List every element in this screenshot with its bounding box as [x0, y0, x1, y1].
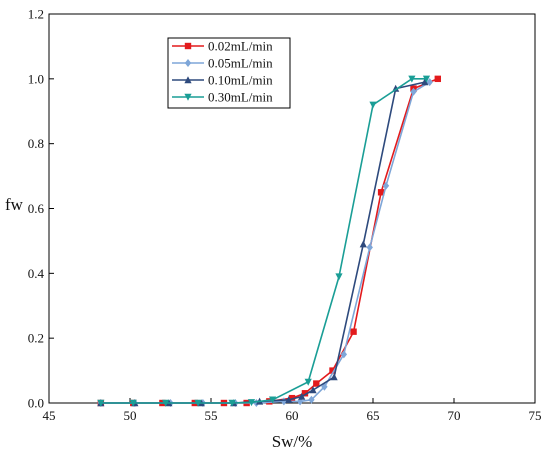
- series-3-point-1: [129, 399, 137, 407]
- series-3-point-10: [408, 75, 416, 83]
- y-axis-title: fw: [5, 195, 24, 214]
- series-1-point-13: [410, 87, 417, 96]
- series-3-point-6: [268, 396, 277, 404]
- x-tick-label-2: 55: [205, 408, 218, 423]
- series-1-point-12: [382, 181, 390, 190]
- y-tick-label-1: 0.2: [28, 331, 44, 346]
- series-3-point-0: [97, 399, 105, 407]
- series-2-point-10: [359, 240, 367, 248]
- series-3-point-11: [422, 75, 431, 83]
- series-3-line: [100, 78, 427, 404]
- x-tick-label-5: 70: [448, 408, 461, 423]
- legend-label-0: 0.02mL/min: [208, 39, 273, 54]
- y-tick-label-0: 0.0: [28, 396, 44, 411]
- series-3-point-7: [304, 378, 312, 386]
- legend-marker-2: [184, 76, 192, 84]
- x-tick-label-0: 45: [43, 408, 56, 423]
- x-axis-title: Sw/%: [272, 432, 313, 451]
- x-tick-label-6: 75: [529, 408, 542, 423]
- series-3-point-5: [247, 399, 256, 407]
- series-0-point-14: [434, 75, 441, 83]
- series-1: [97, 78, 433, 407]
- series-3-point-9: [369, 101, 377, 109]
- legend-label-1: 0.05mL/min: [208, 56, 273, 71]
- series-2-line: [100, 81, 425, 404]
- y-tick-label-2: 0.4: [28, 266, 45, 281]
- y-tick-label-6: 1.2: [28, 7, 44, 22]
- x-tick-label-4: 65: [367, 408, 380, 423]
- series-1-point-14: [426, 78, 433, 87]
- series-0-point-9: [313, 380, 320, 387]
- x-tick-label-3: 60: [286, 408, 299, 423]
- series-3-point-3: [194, 399, 202, 407]
- x-tick-label-1: 50: [124, 408, 137, 423]
- series-1-point-11: [366, 243, 373, 252]
- series-2-point-6: [285, 395, 293, 403]
- series-1-point-10: [340, 350, 348, 359]
- series-0-point-7: [288, 394, 296, 402]
- series-2: [97, 78, 429, 407]
- series-0: [97, 75, 441, 407]
- legend-label-3: 0.30mL/min: [208, 90, 273, 105]
- series-3-point-8: [335, 273, 343, 281]
- y-tick-label-5: 1.0: [28, 71, 44, 86]
- series-0-point-8: [301, 390, 309, 397]
- legend-label-2: 0.10mL/min: [208, 73, 273, 88]
- y-tick-label-3: 0.6: [28, 201, 45, 216]
- series-3-point-2: [162, 399, 170, 407]
- axis-ticks: 45 50 55 60 65 70 75 0.0 0.2 0.4 0.6 0.8 1.0 1.2: [28, 7, 542, 424]
- legend: 0.02mL/min 0.05mL/min 0.10mL/min 0.30mL/min: [167, 37, 291, 109]
- series-2-point-9: [330, 373, 338, 381]
- series-0-point-10: [329, 367, 336, 374]
- y-tick-label-4: 0.8: [28, 136, 44, 151]
- series-2-point-7: [298, 392, 306, 400]
- series-layer: [97, 75, 441, 407]
- series-3: [97, 75, 431, 407]
- series-0-point-11: [350, 328, 357, 335]
- series-3-point-4: [228, 399, 236, 407]
- series-1-line: [100, 81, 431, 404]
- plot-frame: [48, 13, 536, 404]
- legend-marker-0: [184, 42, 192, 50]
- series-2-point-12: [421, 78, 429, 86]
- series-0-point-12: [377, 189, 385, 196]
- series-2-point-8: [309, 386, 317, 394]
- legend-marker-3: [184, 93, 192, 101]
- legend-marker-1: [184, 59, 192, 67]
- series-1-point-8: [308, 395, 315, 404]
